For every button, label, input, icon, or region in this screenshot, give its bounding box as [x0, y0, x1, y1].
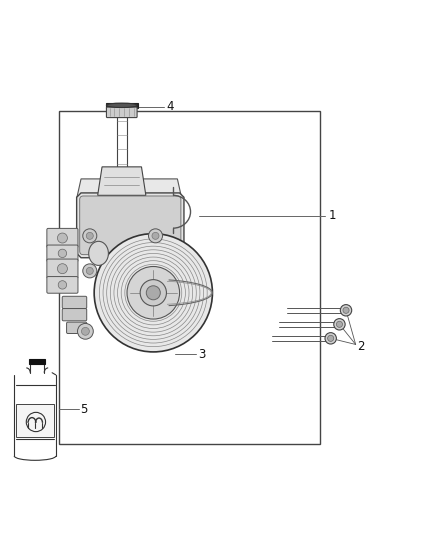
FancyBboxPatch shape: [62, 296, 87, 309]
Text: 3: 3: [198, 348, 205, 361]
Circle shape: [152, 232, 159, 239]
Circle shape: [83, 264, 97, 278]
Text: 2: 2: [357, 340, 365, 353]
Text: 4: 4: [166, 100, 174, 113]
Circle shape: [140, 280, 166, 306]
FancyBboxPatch shape: [62, 309, 87, 321]
Circle shape: [58, 249, 67, 257]
Circle shape: [81, 327, 89, 335]
FancyBboxPatch shape: [47, 259, 78, 278]
Circle shape: [148, 229, 162, 243]
Polygon shape: [98, 167, 146, 195]
Circle shape: [146, 286, 160, 300]
FancyBboxPatch shape: [47, 229, 78, 248]
Circle shape: [336, 321, 343, 327]
Circle shape: [86, 268, 93, 274]
Ellipse shape: [88, 241, 109, 265]
Bar: [106, 103, 138, 108]
Polygon shape: [77, 193, 184, 258]
Circle shape: [78, 324, 93, 339]
Circle shape: [127, 266, 180, 319]
Circle shape: [94, 233, 212, 352]
FancyBboxPatch shape: [80, 196, 181, 255]
Circle shape: [57, 264, 67, 273]
Text: 5: 5: [80, 403, 88, 416]
Ellipse shape: [106, 103, 137, 108]
Circle shape: [340, 304, 352, 316]
Bar: [29, 359, 45, 364]
Circle shape: [86, 232, 93, 239]
FancyBboxPatch shape: [67, 322, 87, 334]
Bar: [59, 111, 320, 444]
Circle shape: [83, 229, 97, 243]
Circle shape: [328, 335, 334, 342]
Circle shape: [334, 319, 345, 330]
Circle shape: [325, 333, 336, 344]
FancyBboxPatch shape: [47, 277, 78, 293]
Text: 1: 1: [328, 209, 336, 222]
Circle shape: [58, 281, 67, 289]
FancyBboxPatch shape: [47, 245, 78, 262]
Circle shape: [343, 307, 349, 313]
FancyBboxPatch shape: [106, 107, 137, 118]
Bar: [17, 405, 53, 437]
Polygon shape: [77, 179, 182, 199]
Circle shape: [57, 233, 67, 243]
